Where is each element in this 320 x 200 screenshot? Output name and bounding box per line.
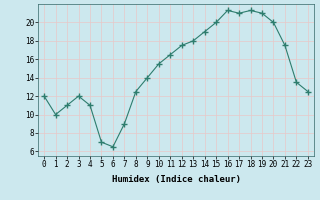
X-axis label: Humidex (Indice chaleur): Humidex (Indice chaleur) bbox=[111, 175, 241, 184]
